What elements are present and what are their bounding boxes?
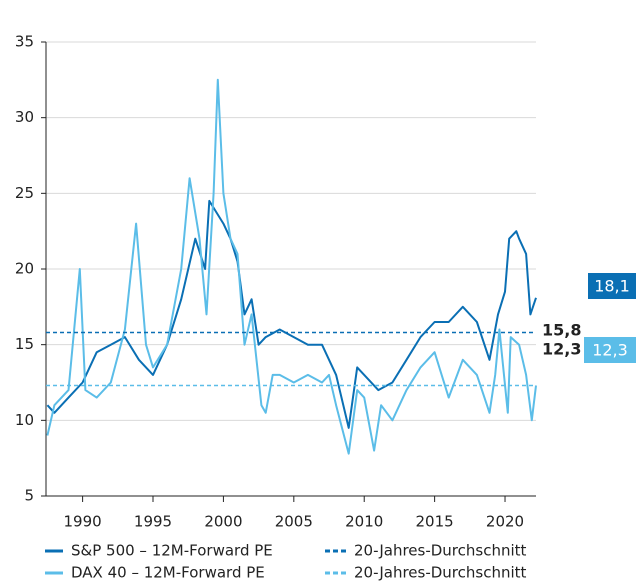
legend-label: DAX 40 – 12M-Forward PE <box>71 564 265 582</box>
x-tick-label: 2000 <box>204 513 242 531</box>
y-tick-label: 30 <box>15 108 34 126</box>
x-tick-label: 2020 <box>486 513 524 531</box>
y-tick-label: 20 <box>15 260 34 278</box>
end-value-box <box>584 337 636 363</box>
end-value-label: 18,1 <box>594 277 630 296</box>
series-line <box>46 78 537 455</box>
y-tick-label: 35 <box>15 33 34 51</box>
series-line <box>46 199 537 429</box>
end-value-label: 12,3 <box>592 341 628 360</box>
legend-label: 20-Jahres-Durchschnitt <box>354 564 527 582</box>
y-tick-label: 25 <box>15 184 34 202</box>
average-label: 15,8 <box>542 321 581 340</box>
y-tick-label: 15 <box>15 335 34 353</box>
x-tick-label: 2015 <box>416 513 454 531</box>
end-value-box <box>588 273 636 299</box>
legend-label: 20-Jahres-Durchschnitt <box>354 542 527 560</box>
x-tick-label: 1995 <box>134 513 172 531</box>
y-tick-label: 5 <box>24 487 34 505</box>
legend-label: S&P 500 – 12M-Forward PE <box>71 542 273 560</box>
y-tick-label: 10 <box>15 411 34 429</box>
average-label: 12,3 <box>542 340 581 359</box>
x-tick-label: 1990 <box>64 513 102 531</box>
x-tick-label: 2005 <box>275 513 313 531</box>
x-tick-label: 2010 <box>345 513 383 531</box>
